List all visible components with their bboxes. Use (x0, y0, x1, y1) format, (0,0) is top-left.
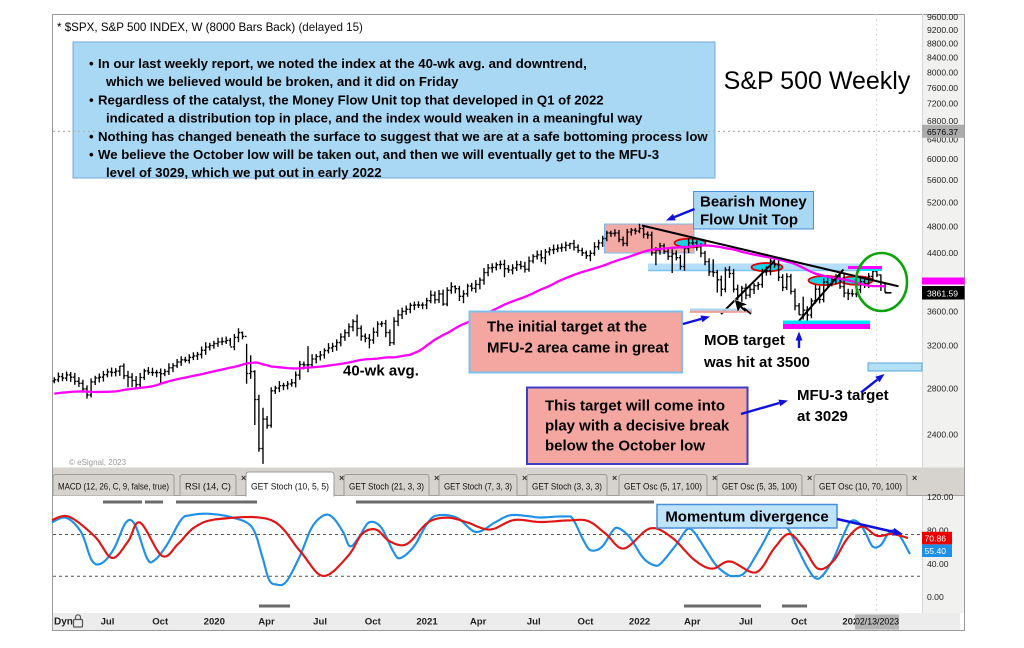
svg-text:© eSignal, 2023: © eSignal, 2023 (69, 458, 127, 467)
svg-text:Oct: Oct (152, 617, 169, 628)
svg-text:40.00: 40.00 (927, 559, 949, 569)
svg-text:MFU-3 target: MFU-3 target (797, 387, 889, 404)
svg-text:at 3029: at 3029 (797, 408, 848, 425)
svg-text:S&P 500 Weekly: S&P 500 Weekly (724, 67, 911, 95)
svg-text:GET Stoch (21, 3, 3): GET Stoch (21, 3, 3) (349, 482, 424, 492)
svg-text:Oct: Oct (365, 617, 382, 628)
svg-text:120.00: 120.00 (927, 492, 954, 502)
svg-text:3600.00: 3600.00 (927, 307, 958, 317)
svg-text:2400.00: 2400.00 (927, 430, 958, 440)
svg-text:Flow Unit Top: Flow Unit Top (700, 212, 798, 229)
svg-text:8800.00: 8800.00 (927, 39, 958, 49)
svg-text:2020: 2020 (204, 617, 225, 628)
svg-text:The initial target at the: The initial target at the (487, 319, 647, 336)
svg-text:•: • (89, 56, 94, 71)
svg-text:GET Osc (5, 35, 100): GET Osc (5, 35, 100) (722, 482, 797, 492)
svg-text:Bearish Money: Bearish Money (700, 194, 807, 211)
svg-text:•: • (89, 92, 94, 107)
svg-text:Momentum divergence: Momentum divergence (665, 509, 828, 526)
svg-text:GET Stoch (3, 3, 3): GET Stoch (3, 3, 3) (532, 482, 602, 492)
svg-text:MOB target: MOB target (704, 332, 785, 349)
svg-text:Apr: Apr (684, 617, 701, 628)
svg-text:7600.00: 7600.00 (927, 83, 958, 93)
svg-text:RSI (14, C): RSI (14, C) (185, 482, 231, 492)
svg-text:Jul: Jul (101, 617, 115, 628)
svg-text:Dyn: Dyn (54, 617, 73, 628)
svg-text:×: × (434, 473, 439, 483)
svg-text:02/13/2023: 02/13/2023 (855, 617, 899, 627)
svg-text:×: × (241, 473, 246, 483)
svg-text:Jul: Jul (739, 617, 753, 628)
svg-text:9200.00: 9200.00 (927, 25, 958, 35)
svg-text:2023: 2023 (842, 617, 863, 628)
svg-text:below the October low: below the October low (545, 438, 705, 455)
svg-text:Jul: Jul (527, 617, 541, 628)
svg-text:indicated a distribution top i: indicated a distribution top in place, a… (106, 111, 643, 126)
svg-text:GET Stoch (7, 3, 3): GET Stoch (7, 3, 3) (444, 482, 512, 492)
svg-text:40-wk avg.: 40-wk avg. (343, 363, 419, 380)
svg-text:GET Stoch (10, 5, 5): GET Stoch (10, 5, 5) (251, 482, 329, 492)
svg-text:5600.00: 5600.00 (927, 175, 958, 185)
svg-text:0.00: 0.00 (927, 592, 944, 602)
svg-text:Regardless of the catalyst, th: Regardless of the catalyst, the Money Fl… (98, 92, 604, 107)
svg-text:2022: 2022 (629, 617, 650, 628)
svg-text:4400.00: 4400.00 (927, 248, 958, 258)
svg-text:×: × (522, 473, 527, 483)
svg-text:×: × (807, 473, 812, 483)
svg-text:9600.00: 9600.00 (927, 12, 958, 22)
svg-text:Oct: Oct (791, 617, 808, 628)
svg-text:2800.00: 2800.00 (927, 384, 958, 394)
svg-text:6000.00: 6000.00 (927, 154, 958, 164)
svg-text:×: × (612, 473, 617, 483)
svg-text:Apr: Apr (258, 617, 275, 628)
svg-text:5200.00: 5200.00 (927, 197, 958, 207)
svg-text:GET Osc (5, 17, 100): GET Osc (5, 17, 100) (624, 482, 702, 492)
svg-text:4800.00: 4800.00 (927, 222, 958, 232)
svg-text:* $SPX, S&P 500 INDEX, W (8000: * $SPX, S&P 500 INDEX, W (8000 Bars Back… (57, 21, 363, 34)
svg-text:GET Osc (10, 70, 100): GET Osc (10, 70, 100) (819, 482, 902, 492)
svg-text:play with a decisive break: play with a decisive break (545, 418, 730, 435)
svg-text:55.40: 55.40 (925, 546, 947, 556)
svg-text:This target will come into: This target will come into (545, 398, 725, 415)
svg-text:Nothing has changed beneath th: Nothing has changed beneath the surface … (98, 129, 708, 144)
svg-text:70.86: 70.86 (925, 534, 947, 544)
svg-text:which we believed would be bro: which we believed would be broken, and i… (105, 74, 459, 89)
svg-text:6800.00: 6800.00 (927, 116, 958, 126)
svg-text:×: × (712, 473, 717, 483)
svg-text:2021: 2021 (416, 617, 438, 628)
svg-text:was hit at 3500: was hit at 3500 (703, 354, 810, 371)
svg-text:7200.00: 7200.00 (927, 99, 958, 109)
svg-text:•: • (89, 129, 94, 144)
svg-text:MFU-2 area came in great: MFU-2 area came in great (487, 340, 669, 357)
svg-text:×: × (339, 473, 344, 483)
svg-text:We believe the October low wil: We believe the October low will be taken… (98, 147, 659, 162)
svg-text:8400.00: 8400.00 (927, 53, 958, 63)
svg-text:6400.00: 6400.00 (927, 134, 958, 144)
svg-text:8000.00: 8000.00 (927, 68, 958, 78)
svg-text:Jul: Jul (313, 617, 327, 628)
svg-text:In our last weekly report, we: In our last weekly report, we noted the … (98, 56, 587, 71)
svg-text:3861.59: 3861.59 (927, 288, 958, 298)
svg-text:80.00: 80.00 (927, 526, 949, 536)
svg-text:×: × (912, 473, 917, 483)
svg-text:•: • (89, 147, 94, 162)
svg-text:6576.37: 6576.37 (927, 127, 958, 137)
svg-text:Apr: Apr (470, 617, 487, 628)
svg-text:Oct: Oct (578, 617, 595, 628)
svg-text:level of 3029, which we put ou: level of 3029, which we put out in early… (106, 165, 382, 180)
svg-text:MACD (12, 26, C, 9, false, tru: MACD (12, 26, C, 9, false, true) (58, 482, 169, 492)
svg-text:3200.00: 3200.00 (927, 341, 958, 351)
